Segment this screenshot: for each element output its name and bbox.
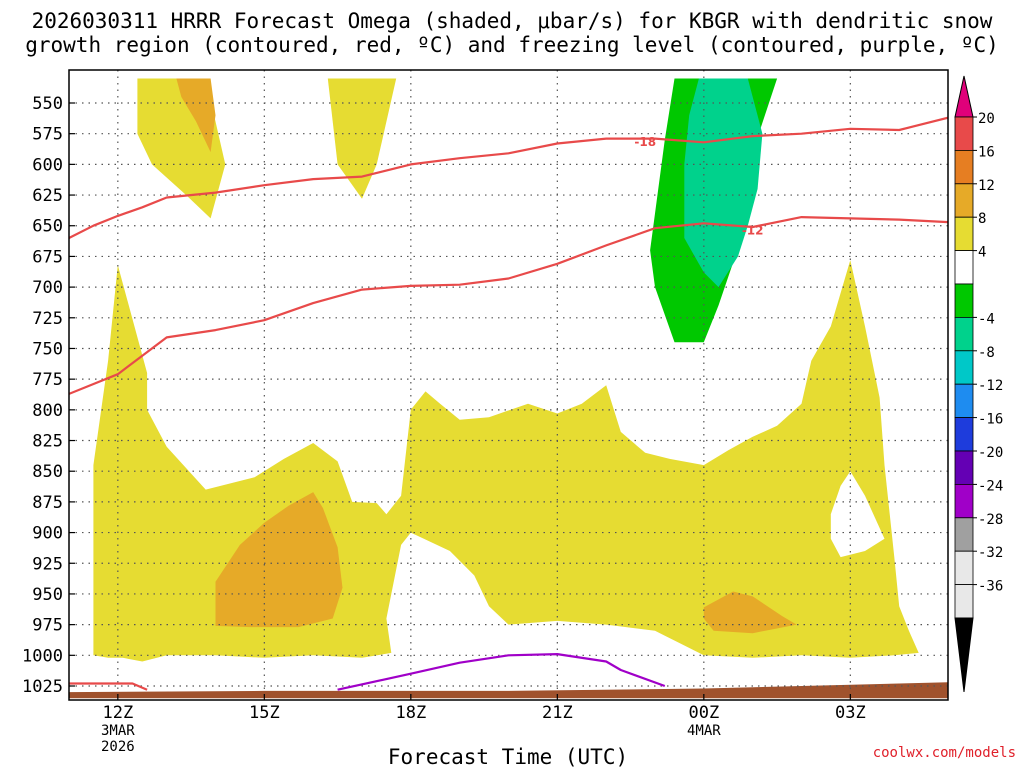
credit-text: coolwx.com/models xyxy=(873,745,1016,761)
ytick-label-650: 650 xyxy=(32,217,63,237)
colorbar-segment-15 xyxy=(954,584,974,619)
xtick-label-15Z: 15Z xyxy=(249,703,280,723)
colorbar-segment-12 xyxy=(954,483,974,519)
colorbar-bottom-arrow xyxy=(954,617,974,693)
colorbar-label--28: -28 xyxy=(978,512,1003,528)
plot-frame xyxy=(68,69,949,701)
colorbar-label--20: -20 xyxy=(978,445,1003,461)
omega-hole-white-region-1 xyxy=(830,471,885,558)
colorbar-segment-9 xyxy=(954,383,974,419)
ytick-label-1000: 1000 xyxy=(22,646,63,666)
ytick-label-750: 750 xyxy=(32,339,63,359)
ytick-label-875: 875 xyxy=(32,493,63,513)
colorbar-label--24: -24 xyxy=(978,478,1003,494)
xtick-label-12Z: 12Z xyxy=(102,703,133,723)
colorbar-label--36: -36 xyxy=(978,579,1003,595)
colorbar-segment-14 xyxy=(954,550,974,586)
omega-shading xyxy=(69,78,948,699)
chart-title-line1: 2026030311 HRRR Forecast Omega (shaded, … xyxy=(32,9,993,33)
colorbar-label--8: -8 xyxy=(978,345,995,361)
colorbar-label--16: -16 xyxy=(978,412,1003,428)
xtick-sublabel-12Z: 3MAR xyxy=(101,723,135,739)
ytick-label-850: 850 xyxy=(32,462,63,482)
xtick-label-00Z: 00Z xyxy=(688,703,719,723)
contours: -18 -12 xyxy=(69,116,948,691)
colorbar-segment-5 xyxy=(954,250,974,285)
isotherm--12-label: -12 xyxy=(742,223,764,237)
ytick-label-925: 925 xyxy=(32,554,63,574)
colorbar-label-12: 12 xyxy=(978,178,995,194)
xtick-label-21Z: 21Z xyxy=(542,703,573,723)
colorbar-segment-1 xyxy=(954,116,974,151)
colorbar-segment-8 xyxy=(954,350,974,385)
ytick-label-950: 950 xyxy=(32,585,63,605)
grid xyxy=(69,70,948,700)
colorbar-label--12: -12 xyxy=(978,378,1003,394)
colorbar-label-16: 16 xyxy=(978,144,995,160)
ytick-label-775: 775 xyxy=(32,370,63,390)
colorbar-segment-10 xyxy=(954,417,974,452)
ytick-label-575: 575 xyxy=(32,125,63,145)
ytick-label-825: 825 xyxy=(32,432,63,452)
x-axis-label: Forecast Time (UTC) xyxy=(388,745,628,768)
plot-area: -18 -12 xyxy=(69,70,948,700)
terrain xyxy=(69,682,948,699)
isotherm--18 xyxy=(69,116,948,239)
ytick-label-900: 900 xyxy=(32,524,63,544)
chart-title-line2: growth region (contoured, red, ºC) and f… xyxy=(25,33,999,57)
colorbar-segment-2 xyxy=(954,149,974,185)
colorbar-segment-7 xyxy=(954,316,974,352)
ytick-label-600: 600 xyxy=(32,155,63,175)
xtick-year-12Z: 2026 xyxy=(101,739,135,755)
omega-neg-8-12-region-1 xyxy=(684,78,763,288)
ytick-label-675: 675 xyxy=(32,247,63,267)
ytick-label-625: 625 xyxy=(32,186,63,206)
ytick-label-975: 975 xyxy=(32,616,63,636)
colorbar-label--4: -4 xyxy=(978,311,995,327)
isotherm--18-label: -18 xyxy=(634,135,656,149)
colorbar-label--32: -32 xyxy=(978,545,1003,561)
ytick-label-700: 700 xyxy=(32,278,63,298)
colorbar-label-8: 8 xyxy=(978,211,986,227)
omega-pos-8-12-region-3 xyxy=(703,591,797,634)
y-axis: 550 575 600 625 650 675 700 725 750 775 800 825 850 8… xyxy=(22,94,75,697)
colorbar-segment-11 xyxy=(954,450,974,485)
colorbar-segment-3 xyxy=(954,183,974,218)
colorbar-label-4: 4 xyxy=(978,245,986,261)
ytick-label-1025: 1025 xyxy=(22,677,63,697)
ytick-label-800: 800 xyxy=(32,401,63,421)
omega-pos-4-8-region-2 xyxy=(327,78,397,199)
isotherm--12 xyxy=(69,216,948,395)
ytick-label-725: 725 xyxy=(32,309,63,329)
colorbar: 20 16 12 8 4 -4 -8 -12 -16 -20 -24 -28 -32 -36 xyxy=(954,75,1003,693)
colorbar-label-20: 20 xyxy=(978,111,995,127)
colorbar-segment-4 xyxy=(954,216,974,251)
colorbar-segment-13 xyxy=(954,517,974,552)
colorbar-segment-6 xyxy=(954,283,974,318)
ytick-label-550: 550 xyxy=(32,94,63,114)
freezing-level-0 xyxy=(337,652,666,691)
xtick-sublabel-00Z: 4MAR xyxy=(687,723,721,739)
xtick-label-18Z: 18Z xyxy=(395,703,426,723)
xtick-label-03Z: 03Z xyxy=(835,703,866,723)
isotherm-low xyxy=(69,682,148,691)
